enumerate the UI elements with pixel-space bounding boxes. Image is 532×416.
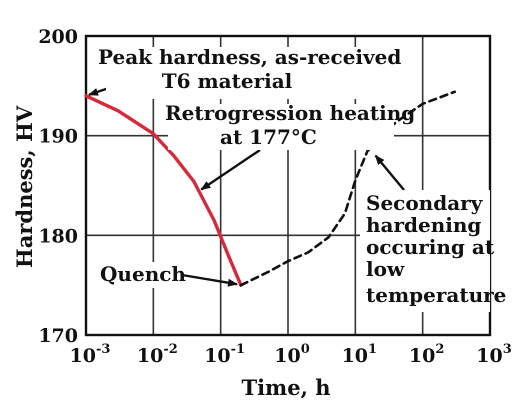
x-tick-labels: 10-3 10-2 10-1 100 101 102 103	[70, 342, 512, 367]
annotation-secondary-line-3: occuring at	[366, 235, 495, 259]
y-tick-labels: 170 180 190 200	[38, 26, 78, 347]
series-line-1	[84, 94, 243, 287]
y-tick-label: 200	[38, 26, 78, 48]
annotation-secondary-line-4: low	[366, 257, 405, 281]
annotation-secondary-line-5: temperature	[366, 283, 506, 307]
annotation-quench: Quench	[98, 262, 186, 288]
x-tick-label: 103	[476, 342, 512, 367]
annotation-peak-line-2: T6 material	[162, 69, 293, 93]
annotation-quench-label: Quench	[100, 262, 186, 286]
x-axis-label: Time, h	[241, 375, 330, 400]
arrow-quench	[181, 273, 238, 287]
x-tick-label: 10-1	[204, 342, 245, 367]
arrow-secondary-hardening	[374, 154, 405, 191]
arrow-retrogression	[200, 149, 261, 191]
y-tick-label: 170	[38, 325, 78, 347]
annotation-peak-hardness: Peak hardness, as-received T6 material	[98, 45, 401, 99]
annotation-retrogression-line-2: at 177°C	[220, 125, 317, 149]
x-tick-label: 101	[342, 342, 378, 367]
annotation-retrogression-line-1: Retrogression heating	[165, 101, 415, 125]
plot-frame	[84, 34, 492, 337]
annotation-retrogression: Retrogression heating at 177°C	[165, 101, 415, 150]
series-layer	[84, 90, 457, 287]
annotation-secondary-line-1: Secondary	[366, 191, 484, 215]
y-axis-label: Hardness, HV	[12, 105, 37, 268]
annotation-peak-line-1: Peak hardness, as-received	[98, 45, 401, 69]
annotation-secondary-line-2: hardening	[366, 213, 481, 237]
x-tick-label: 102	[409, 342, 445, 367]
x-tick-label: 10-2	[137, 342, 178, 367]
x-tick-label: 100	[274, 342, 310, 367]
x-tick-label: 10-3	[70, 342, 111, 367]
y-tick-label: 180	[38, 225, 78, 247]
series-line-2	[239, 90, 457, 287]
y-tick-label: 190	[38, 126, 78, 148]
annotation-secondary-hardening: Secondary hardening occuring at low temp…	[360, 190, 506, 312]
